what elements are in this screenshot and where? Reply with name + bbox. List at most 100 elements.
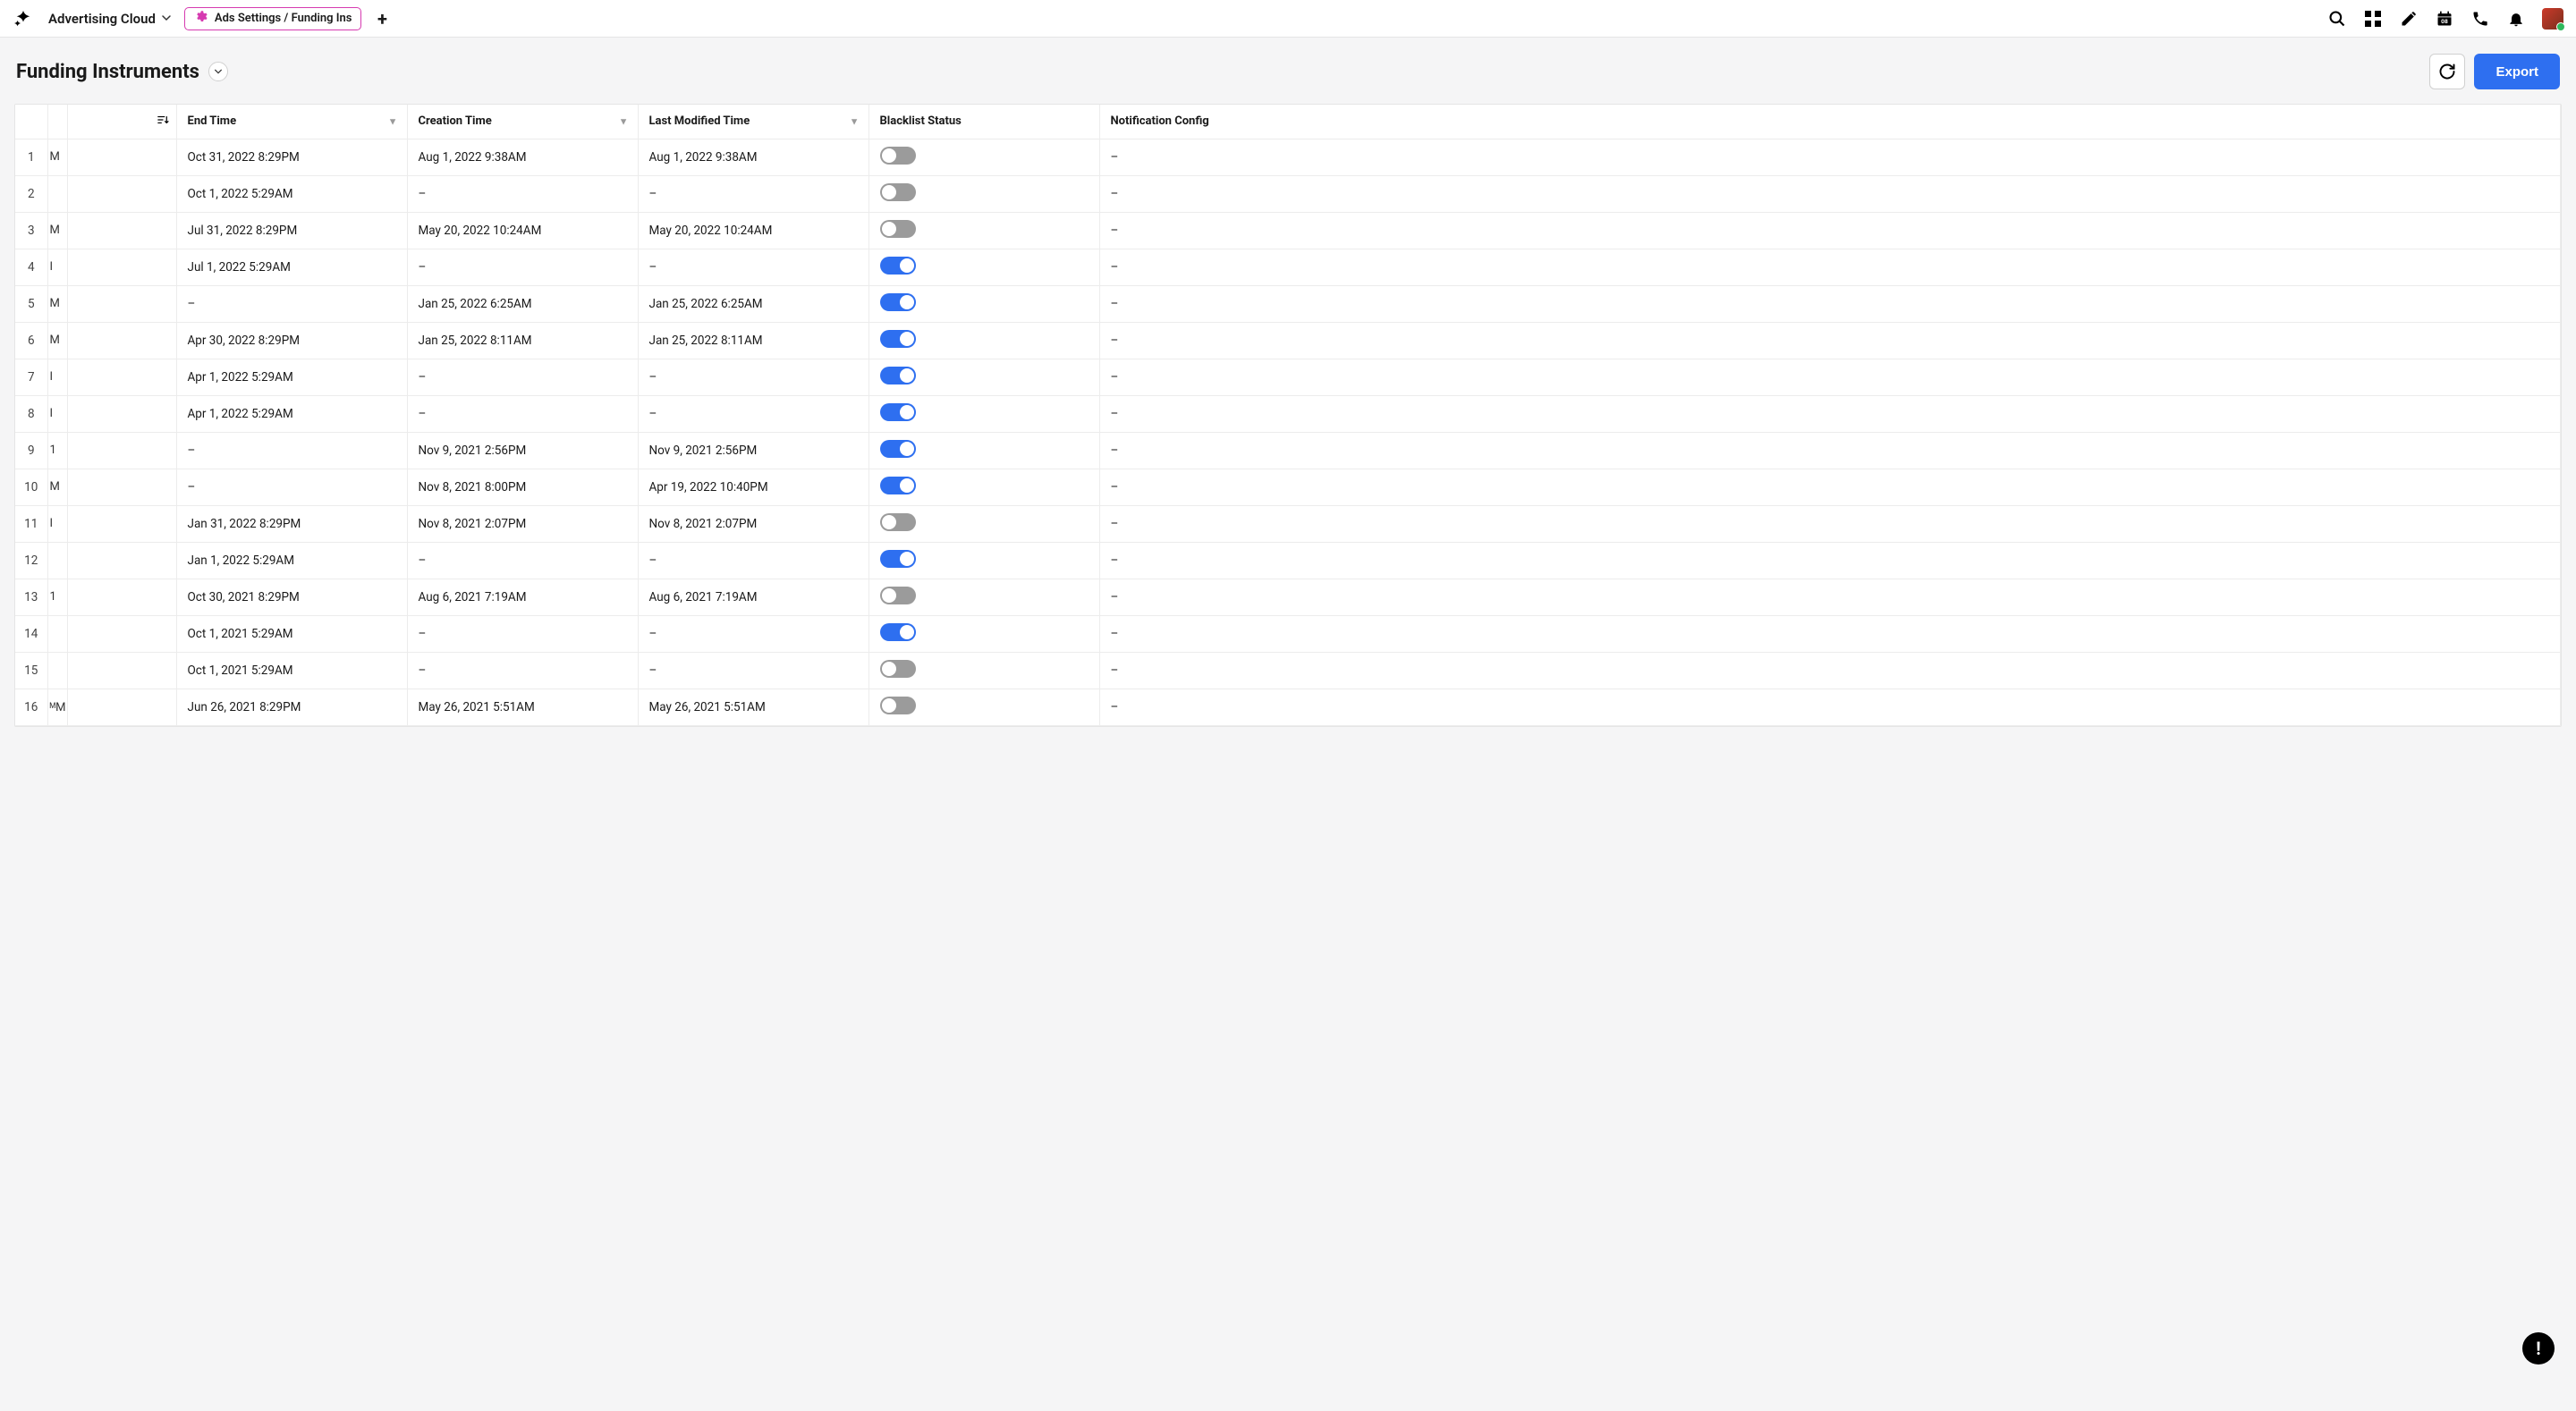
col-end-time[interactable]: End Time ▼ <box>176 105 407 139</box>
chevron-down-icon <box>161 11 172 27</box>
table-row[interactable]: 11IJan 31, 2022 8:29PMNov 8, 2021 2:07PM… <box>15 505 2561 542</box>
blacklist-toggle[interactable] <box>880 440 916 458</box>
cell-modified-time: Nov 9, 2021 2:56PM <box>638 432 869 469</box>
col-notification[interactable]: Notification Config <box>1099 105 2561 139</box>
table-row[interactable]: 8IApr 1, 2022 5:29AM––– <box>15 395 2561 432</box>
blacklist-toggle[interactable] <box>880 550 916 568</box>
table-row[interactable]: 14Oct 1, 2021 5:29AM––– <box>15 615 2561 652</box>
cell-creation-time: – <box>407 615 638 652</box>
cell-end-time: Apr 1, 2022 5:29AM <box>176 359 407 395</box>
cell-blacklist <box>869 469 1099 505</box>
cell-notification: – <box>1099 249 2561 285</box>
hidden-sort-cell <box>67 652 176 689</box>
row-number: 12 <box>15 542 47 579</box>
page-header: Funding Instruments Export <box>0 38 2576 104</box>
table-row[interactable]: 16ᴹMJun 26, 2021 8:29PMMay 26, 2021 5:51… <box>15 689 2561 725</box>
hidden-sort-cell <box>67 139 176 175</box>
truncated-cell: 1 <box>47 432 67 469</box>
table-row[interactable]: 91–Nov 9, 2021 2:56PMNov 9, 2021 2:56PM– <box>15 432 2561 469</box>
col-rownum <box>15 105 47 139</box>
sort-desc-icon: ▼ <box>388 115 398 127</box>
hidden-sort-cell <box>67 395 176 432</box>
truncated-cell: 1 <box>47 579 67 615</box>
row-number: 13 <box>15 579 47 615</box>
cell-end-time: Oct 1, 2022 5:29AM <box>176 175 407 212</box>
col-sort[interactable] <box>67 105 176 139</box>
blacklist-toggle[interactable] <box>880 623 916 641</box>
table-row[interactable]: 1MOct 31, 2022 8:29PMAug 1, 2022 9:38AMA… <box>15 139 2561 175</box>
compose-icon[interactable] <box>2399 9 2419 29</box>
truncated-cell: I <box>47 249 67 285</box>
blacklist-toggle[interactable] <box>880 147 916 165</box>
cell-modified-time: May 26, 2021 5:51AM <box>638 689 869 725</box>
blacklist-toggle[interactable] <box>880 403 916 421</box>
cell-blacklist <box>869 652 1099 689</box>
help-fab[interactable]: ! <box>2522 1332 2555 1365</box>
col-blacklist[interactable]: Blacklist Status <box>869 105 1099 139</box>
cell-end-time: Oct 1, 2021 5:29AM <box>176 615 407 652</box>
table-row[interactable]: 5M–Jan 25, 2022 6:25AMJan 25, 2022 6:25A… <box>15 285 2561 322</box>
phone-icon[interactable] <box>2470 9 2490 29</box>
cell-modified-time: Aug 1, 2022 9:38AM <box>638 139 869 175</box>
blacklist-toggle[interactable] <box>880 513 916 531</box>
blacklist-toggle[interactable] <box>880 587 916 604</box>
table-row[interactable]: 4IJul 1, 2022 5:29AM––– <box>15 249 2561 285</box>
table-row[interactable]: 6MApr 30, 2022 8:29PMJan 25, 2022 8:11AM… <box>15 322 2561 359</box>
table-row[interactable]: 15Oct 1, 2021 5:29AM––– <box>15 652 2561 689</box>
table-row[interactable]: 3MJul 31, 2022 8:29PMMay 20, 2022 10:24A… <box>15 212 2561 249</box>
hidden-sort-cell <box>67 285 176 322</box>
blacklist-toggle[interactable] <box>880 477 916 494</box>
cell-notification: – <box>1099 322 2561 359</box>
hidden-sort-cell <box>67 249 176 285</box>
bell-icon[interactable] <box>2506 9 2526 29</box>
search-icon[interactable] <box>2327 9 2347 29</box>
cell-modified-time: Jan 25, 2022 6:25AM <box>638 285 869 322</box>
app-switcher[interactable]: Advertising Cloud <box>48 11 172 27</box>
table-row[interactable]: 12Jan 1, 2022 5:29AM––– <box>15 542 2561 579</box>
svg-text:08: 08 <box>2441 18 2448 25</box>
app-logo[interactable] <box>13 8 34 30</box>
table-row[interactable]: 7IApr 1, 2022 5:29AM––– <box>15 359 2561 395</box>
col-creation-time[interactable]: Creation Time ▼ <box>407 105 638 139</box>
blacklist-toggle[interactable] <box>880 660 916 678</box>
blacklist-toggle[interactable] <box>880 697 916 714</box>
table-row[interactable]: 10M–Nov 8, 2021 8:00PMApr 19, 2022 10:40… <box>15 469 2561 505</box>
blacklist-toggle[interactable] <box>880 220 916 238</box>
blacklist-toggle[interactable] <box>880 367 916 384</box>
blacklist-toggle[interactable] <box>880 330 916 348</box>
refresh-button[interactable] <box>2429 54 2465 89</box>
hidden-sort-cell <box>67 359 176 395</box>
add-tab-button[interactable]: + <box>370 7 394 30</box>
col-trunc <box>47 105 67 139</box>
truncated-cell <box>47 615 67 652</box>
calendar-icon[interactable]: 08 <box>2435 9 2454 29</box>
cell-notification: – <box>1099 395 2561 432</box>
row-number: 2 <box>15 175 47 212</box>
cell-blacklist <box>869 359 1099 395</box>
cell-blacklist <box>869 432 1099 469</box>
row-number: 8 <box>15 395 47 432</box>
cell-modified-time: Apr 19, 2022 10:40PM <box>638 469 869 505</box>
cell-blacklist <box>869 249 1099 285</box>
cell-blacklist <box>869 322 1099 359</box>
cell-notification: – <box>1099 542 2561 579</box>
cell-end-time: Jan 1, 2022 5:29AM <box>176 542 407 579</box>
user-avatar[interactable] <box>2542 8 2563 30</box>
page-title-dropdown[interactable] <box>208 62 228 81</box>
apps-grid-icon[interactable] <box>2363 9 2383 29</box>
row-number: 16 <box>15 689 47 725</box>
cell-modified-time: – <box>638 542 869 579</box>
active-tab[interactable]: Ads Settings / Funding Ins <box>184 7 362 30</box>
table-row[interactable]: 2Oct 1, 2022 5:29AM––– <box>15 175 2561 212</box>
export-button[interactable]: Export <box>2474 54 2560 89</box>
blacklist-toggle[interactable] <box>880 183 916 201</box>
col-modified-time[interactable]: Last Modified Time ▼ <box>638 105 869 139</box>
cell-end-time: – <box>176 432 407 469</box>
cell-notification: – <box>1099 359 2561 395</box>
cell-creation-time: – <box>407 359 638 395</box>
hidden-sort-cell <box>67 212 176 249</box>
blacklist-toggle[interactable] <box>880 293 916 311</box>
cell-creation-time: May 20, 2022 10:24AM <box>407 212 638 249</box>
blacklist-toggle[interactable] <box>880 257 916 275</box>
table-row[interactable]: 131Oct 30, 2021 8:29PMAug 6, 2021 7:19AM… <box>15 579 2561 615</box>
